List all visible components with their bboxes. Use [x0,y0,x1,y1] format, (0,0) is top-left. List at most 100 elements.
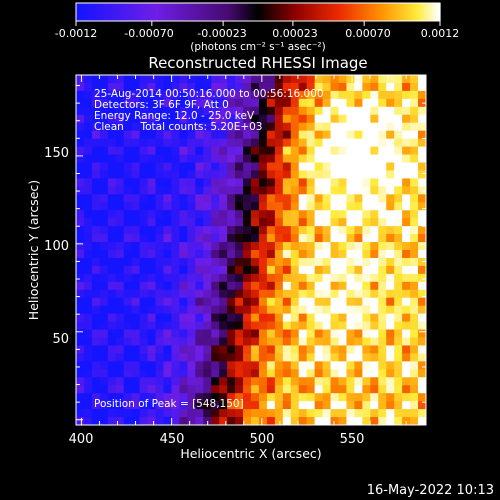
heatmap-cell [227,289,236,299]
heatmap-cell [370,218,379,227]
plot-frame [75,74,427,426]
heatmap-cell [235,146,244,155]
heatmap-cell [378,202,387,211]
colorbar-cell [116,3,119,21]
heatmap-cell [123,417,133,426]
heatmap-cell [187,409,196,418]
heatmap-cell [386,114,395,124]
heatmap-cell [378,234,387,243]
heatmap-cell [330,162,339,171]
heatmap-cell [418,194,427,203]
heatmap-cell [362,234,371,243]
heatmap-cell [330,265,339,275]
heatmap-cell [258,369,268,378]
heatmap-cell [402,186,411,195]
heatmap-cell [243,146,252,155]
colorbar-cell [254,3,257,21]
heatmap-cell [346,130,355,140]
heatmap-cell [306,265,316,275]
heatmap-cell [338,409,347,418]
heatmap-cell [298,361,308,370]
heatmap-cell [258,210,268,219]
heatmap-cell [410,154,419,163]
heatmap-cell [219,106,228,116]
heatmap-cell [179,178,188,187]
heatmap-cell [362,242,371,251]
heatmap-cell [346,98,355,108]
colorbar-cell [270,3,273,21]
heatmap-cell [243,345,252,354]
heatmap-cell [91,218,101,227]
heatmap-cell [235,98,244,108]
heatmap-cell [418,409,427,418]
heatmap-cell [163,114,172,124]
heatmap-cell [378,106,387,116]
heatmap-cell [203,202,212,211]
heatmap-cell [378,409,387,418]
heatmap-cell [378,170,387,179]
heatmap-cell [346,281,355,291]
heatmap-cell [91,401,101,410]
heatmap-cell [258,329,268,338]
heatmap-cell [330,281,339,291]
heatmap-cell [139,154,148,163]
heatmap-cell [76,90,85,100]
heatmap-cell [187,393,196,402]
heatmap-cell [322,162,331,171]
heatmap-cell [131,337,141,346]
heatmap-cell [418,305,427,315]
heatmap-cell [402,114,411,124]
heatmap-cell [179,313,188,322]
heatmap-cell [266,75,276,84]
heatmap-cell [274,409,284,418]
colorbar-cell [364,3,367,21]
heatmap-cell [203,273,212,283]
colorbar-cell [78,3,81,21]
heatmap-cell [290,218,300,227]
heatmap-cell [115,218,125,227]
heatmap-cell [211,417,220,426]
heatmap-cell [274,186,284,195]
heatmap-cell [203,345,212,354]
heatmap-cell [91,297,101,307]
heatmap-cell [346,409,355,418]
heatmap-cell [203,122,212,132]
heatmap-cell [139,329,148,338]
heatmap-cell [147,75,156,84]
heatmap-cell [83,194,93,203]
heatmap-cell [139,138,148,147]
heatmap-cell [290,345,300,354]
heatmap-cell [258,98,268,108]
heatmap-cell [322,82,331,92]
heatmap-cell [274,82,284,92]
heatmap-cell [266,210,276,219]
heatmap-cell [410,281,419,291]
heatmap-cell [274,417,284,426]
heatmap-cell [418,250,427,259]
heatmap-cell [251,170,260,179]
heatmap-cell [123,250,133,259]
heatmap-cell [131,82,141,92]
heatmap-cell [76,170,85,179]
heatmap-cell [91,154,101,163]
heatmap-cell [163,154,172,163]
heatmap-cell [306,98,316,108]
heatmap-cell [282,98,292,108]
heatmap-cell [131,98,141,108]
heatmap-cell [370,321,379,330]
heatmap-cell [203,393,212,402]
heatmap-cell [83,297,93,307]
colorbar-cell [124,3,127,21]
heatmap-cell [418,202,427,211]
heatmap-cell [402,98,411,108]
heatmap-cell [115,170,125,179]
heatmap-cell [115,98,125,108]
heatmap-cell [243,130,252,140]
heatmap-cell [211,345,220,354]
heatmap-cell [386,289,395,299]
heatmap-cell [314,138,323,147]
heatmap-cell [322,337,331,346]
heatmap-cell [306,122,316,132]
colorbar-cell [276,3,279,21]
heatmap-cell [179,202,188,211]
